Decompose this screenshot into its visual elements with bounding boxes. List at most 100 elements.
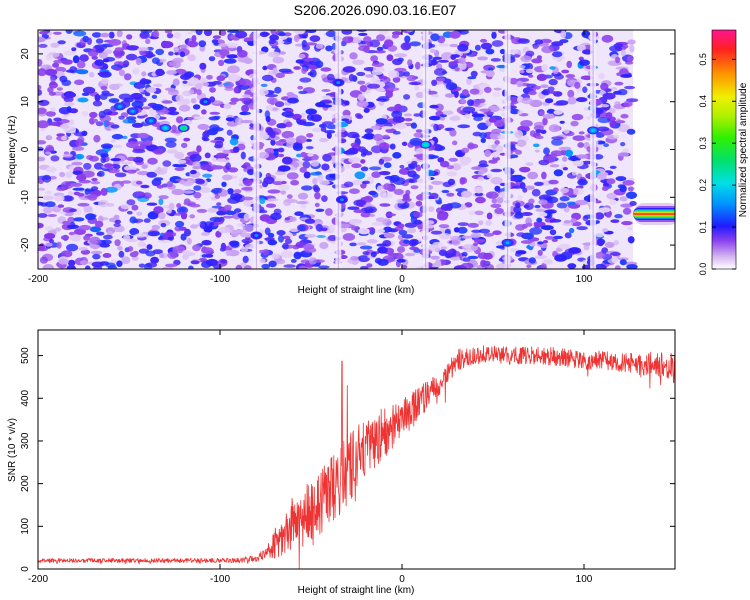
- heatmap-cell: [294, 30, 305, 35]
- heatmap-cell: [173, 259, 181, 266]
- heatmap-cell: [145, 38, 151, 44]
- heatmap-cell: [305, 138, 312, 142]
- heatmap-cell: [427, 206, 435, 212]
- heatmap-cell: [38, 213, 48, 218]
- heatmap-cell: [533, 125, 544, 131]
- heatmap-cell: [53, 117, 62, 122]
- heatmap-cell: [314, 192, 321, 200]
- heatmap-cell: [579, 59, 590, 66]
- heatmap-cell: [301, 185, 313, 191]
- heatmap-cell: [94, 59, 105, 66]
- heatmap-cell: [407, 170, 417, 178]
- heatmap-cell: [446, 192, 455, 197]
- heatmap-cell: [279, 51, 286, 55]
- heatmap-cell: [359, 245, 373, 250]
- heatmap-cell: [38, 107, 47, 114]
- heatmap-cell: [190, 98, 197, 104]
- heatmap-cell: [488, 159, 498, 164]
- heatmap-cell: [372, 221, 385, 226]
- heatmap-cell: [181, 142, 188, 149]
- heatmap-cell: [473, 242, 479, 247]
- heatmap-cell: [321, 89, 331, 92]
- heatmap-cell: [377, 228, 385, 234]
- heatmap-cell: [53, 195, 65, 202]
- heatmap-cell: [567, 96, 577, 105]
- heatmap-cell: [537, 241, 544, 245]
- heatmap-cell: [357, 80, 366, 85]
- heatmap-cell: [625, 191, 638, 199]
- heatmap-cell: [158, 195, 169, 200]
- heatmap-cell: [305, 108, 317, 115]
- heatmap-cell: [303, 171, 311, 179]
- heatmap-cell: [441, 52, 454, 60]
- heatmap-cell: [284, 199, 298, 203]
- heatmap-cell: [96, 231, 105, 236]
- heatmap-cell: [216, 75, 226, 82]
- heatmap-cell: [398, 229, 408, 236]
- heatmap-cell: [38, 187, 46, 191]
- heatmap-cell: [92, 118, 99, 123]
- heatmap-cell: [452, 115, 460, 121]
- heatmap-cell: [360, 152, 367, 157]
- heatmap-cell: [464, 202, 473, 208]
- heatmap-cell: [145, 86, 157, 93]
- heatmap-cell: [152, 249, 163, 255]
- heatmap-cell: [627, 186, 634, 192]
- heatmap-cell: [223, 103, 232, 110]
- heatmap-cell: [433, 123, 439, 132]
- heatmap-cell: [243, 37, 255, 42]
- heatmap-cell: [618, 257, 629, 261]
- heatmap-cell: [220, 242, 227, 251]
- heatmap-cell: [265, 203, 277, 208]
- heatmap-cell: [616, 72, 622, 76]
- heatmap-cell: [614, 81, 624, 86]
- heatmap-cell: [362, 180, 370, 185]
- heatmap-cell: [85, 213, 96, 221]
- heatmap-cell: [272, 56, 285, 64]
- heatmap-cell: [141, 164, 148, 170]
- heatmap-cell: [164, 137, 177, 143]
- heatmap-cell: [179, 51, 186, 58]
- heatmap-cell: [122, 135, 128, 139]
- heatmap-cell: [278, 139, 287, 142]
- heatmap-cell: [126, 116, 137, 120]
- heatmap-cell: [89, 226, 102, 233]
- colorbar: 0.0 0.1 0.2 0.3 0.4 0.5 Normalized spectral a…: [698, 29, 749, 275]
- heatmap-cell: [39, 30, 49, 35]
- heatmap-cell: [186, 237, 192, 245]
- heatmap-cell: [434, 68, 447, 76]
- heatmap-cell: [565, 149, 573, 157]
- heatmap-cell: [328, 224, 337, 231]
- heatmap-cell: [341, 118, 350, 122]
- heatmap-cell: [408, 81, 422, 86]
- heatmap-cell: [227, 188, 234, 195]
- heatmap-cell: [610, 252, 621, 256]
- heatmap-cell: [448, 202, 462, 209]
- heatmap-cell: [571, 171, 577, 176]
- heatmap-cell: [87, 193, 98, 201]
- x-tick-label: -100: [210, 274, 230, 285]
- heatmap-cell: [189, 214, 196, 219]
- y-tick-label: 500: [20, 347, 31, 364]
- heatmap-cell: [89, 236, 101, 245]
- heatmap-cell: [89, 111, 98, 119]
- heatmap-cell: [474, 44, 481, 51]
- heatmap-cell: [471, 166, 483, 170]
- heatmap-cell: [105, 186, 118, 193]
- heatmap-cell: [430, 255, 440, 260]
- heatmap-cell: [314, 202, 320, 208]
- heatmap-cell: [312, 177, 318, 185]
- heatmap-cell: [38, 176, 42, 183]
- heatmap-cell: [551, 136, 564, 141]
- heatmap-cell: [168, 111, 180, 116]
- heatmap-cell: [302, 34, 308, 39]
- heatmap-cell: [621, 221, 633, 226]
- heatmap-cell: [404, 222, 418, 228]
- heatmap-cell: [298, 53, 306, 59]
- heatmap-cell: [312, 184, 319, 191]
- heatmap-cell: [60, 135, 67, 141]
- y-tick-label: 300: [20, 432, 31, 449]
- heatmap-cell: [494, 207, 504, 214]
- heatmap-cell: [475, 196, 486, 204]
